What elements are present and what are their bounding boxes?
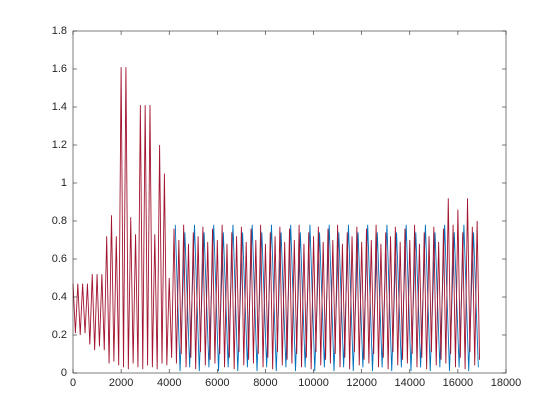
data-line [72, 67, 480, 370]
axes-box [72, 30, 507, 374]
x-tick-label: 16000 [443, 377, 474, 389]
x-tick-label: 0 [70, 377, 76, 389]
y-tick-label: 1 [61, 177, 67, 189]
y-tick-label: 1.8 [52, 25, 67, 37]
y-tick-label: 0 [61, 367, 67, 379]
x-tick-label: 18000 [491, 377, 522, 389]
y-tick-label: 0.4 [52, 291, 67, 303]
y-tick-label: 0.6 [52, 253, 67, 265]
x-tick-label: 8000 [253, 377, 277, 389]
y-tick-label: 1.6 [52, 63, 67, 75]
x-tick-label: 2000 [109, 377, 133, 389]
x-tick-label: 10000 [298, 377, 329, 389]
y-tick-label: 0.8 [52, 215, 67, 227]
y-tick-label: 1.2 [52, 139, 67, 151]
x-tick-label: 14000 [394, 377, 425, 389]
x-tick-label: 12000 [346, 377, 377, 389]
x-tick-label: 6000 [205, 377, 229, 389]
y-tick-label: 1.4 [52, 101, 67, 113]
y-tick-label: 0.2 [52, 329, 67, 341]
x-tick-label: 4000 [157, 377, 181, 389]
